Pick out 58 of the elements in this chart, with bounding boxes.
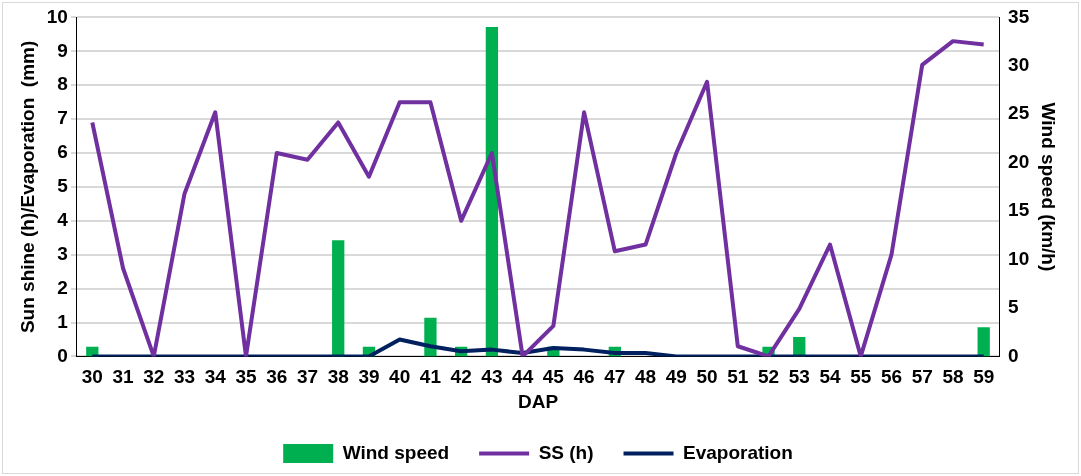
y-tick-label: 5	[57, 175, 69, 197]
x-tick-label: 40	[389, 366, 411, 388]
y-tick-label: 7	[57, 107, 68, 129]
x-tick-label: 53	[788, 366, 810, 388]
x-axis-title: DAP	[517, 390, 559, 412]
legend-label: Evaporation	[683, 441, 793, 463]
x-tick-label: 37	[296, 366, 319, 388]
x-tick-label: 32	[143, 366, 165, 388]
y-tick-label: 6	[57, 141, 68, 163]
x-tick-label: 43	[481, 366, 503, 388]
x-tick-label: 51	[727, 366, 749, 388]
x-tick-label: 48	[635, 366, 657, 388]
y-tick-label: 2	[57, 276, 68, 298]
x-tick-label: 59	[973, 366, 995, 388]
x-tick-label: 50	[696, 366, 718, 388]
x-tick-label: 55	[850, 366, 872, 388]
x-tick-label: 33	[173, 366, 196, 388]
x-tick-label: 52	[757, 366, 780, 388]
x-tick-label: 35	[235, 366, 257, 388]
x-tick-label: 56	[880, 366, 903, 388]
x-tick-label: 47	[604, 366, 626, 388]
x-tick-label: 36	[266, 366, 288, 388]
legend-label: Wind speed	[342, 441, 450, 463]
y2-tick-label: 35	[1008, 5, 1030, 27]
y2-tick-label: 20	[1008, 150, 1030, 172]
y2-tick-label: 5	[1008, 296, 1020, 318]
x-tick-label: 38	[327, 366, 349, 388]
x-tick-label: 42	[450, 366, 472, 388]
y2-axis-title: Wind speed (km/h)	[1038, 102, 1060, 272]
x-tick-label: 45	[542, 366, 565, 388]
x-tick-label: 54	[819, 366, 842, 388]
y2-tick-label: 30	[1008, 54, 1030, 76]
x-tick-label: 44	[512, 366, 534, 388]
x-tick-label: 41	[419, 366, 442, 388]
bar	[977, 327, 990, 357]
y-tick-label: 3	[57, 242, 68, 264]
y2-tick-label: 25	[1008, 102, 1030, 124]
x-tick-label: 57	[911, 366, 933, 388]
x-tick-label: 46	[573, 366, 595, 388]
x-tick-label: 34	[204, 366, 227, 388]
y-tick-label: 10	[46, 5, 68, 27]
y2-tick-label: 15	[1008, 199, 1030, 221]
bar	[485, 27, 499, 357]
x-tick-label: 39	[358, 366, 380, 388]
x-tick-label: 49	[665, 366, 687, 388]
y-tick-label: 1	[57, 310, 69, 332]
y-tick-label: 0	[57, 344, 68, 366]
y-tick-label: 8	[57, 73, 68, 95]
y-axis-title: Sun shine (h)/Evaporation (mm)	[16, 40, 38, 334]
bar	[332, 240, 345, 357]
y2-tick-label: 0	[1008, 344, 1019, 366]
x-tick-label: 58	[942, 366, 964, 388]
x-tick-label: 30	[81, 366, 103, 388]
x-tick-label: 31	[112, 366, 135, 388]
legend-label: SS (h)	[538, 441, 594, 463]
y2-tick-label: 10	[1008, 247, 1030, 269]
y-tick-label: 9	[57, 39, 68, 61]
y-tick-label: 4	[57, 209, 69, 231]
